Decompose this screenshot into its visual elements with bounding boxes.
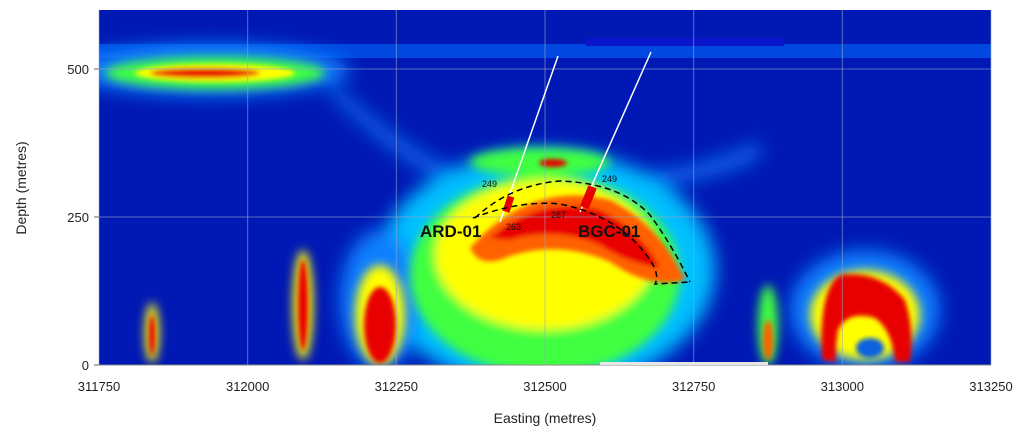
depth-label-ard-01-top: 249 bbox=[482, 179, 497, 189]
drill-hole-bgc-01-trace bbox=[579, 51, 652, 213]
y-tick-label: 0 bbox=[82, 358, 89, 373]
depth-label-ard-01-bottom: 263 bbox=[506, 222, 521, 232]
hole-label-bgc-01: BGC-01 bbox=[578, 222, 640, 241]
x-tick-label: 312000 bbox=[226, 379, 269, 394]
heatmap-field bbox=[99, 10, 991, 365]
inner-target-outline bbox=[472, 202, 691, 285]
x-tick-label: 311750 bbox=[78, 379, 120, 394]
y-tick-labels: 0 250 500 bbox=[67, 62, 89, 373]
cover-cap bbox=[586, 38, 784, 46]
y-tick-label: 500 bbox=[67, 62, 89, 77]
outer-target-outline bbox=[474, 180, 691, 283]
y-tick-label: 250 bbox=[67, 210, 89, 225]
hole-label-ard-01: ARD-01 bbox=[420, 222, 481, 241]
y-axis-title: Depth (metres) bbox=[13, 141, 29, 234]
x-tick-label: 313250 bbox=[969, 379, 1012, 394]
depth-label-bgc-01-bottom: 287 bbox=[551, 210, 566, 220]
target-outlines bbox=[472, 180, 691, 285]
depth-label-bgc-01-top: 249 bbox=[602, 174, 617, 184]
x-tick-label: 312750 bbox=[672, 379, 715, 394]
x-axis-title: Easting (metres) bbox=[494, 410, 597, 426]
x-tick-label: 312500 bbox=[523, 379, 566, 394]
inner-cavity bbox=[856, 338, 884, 358]
x-tick-label: 313000 bbox=[821, 379, 864, 394]
x-tick-labels: 311750 312000 312250 312500 312750 313000 3132… bbox=[78, 379, 1013, 394]
x-tick-label: 312250 bbox=[375, 379, 418, 394]
bgc-01-intercept bbox=[580, 185, 597, 210]
ground-strip bbox=[600, 362, 768, 365]
